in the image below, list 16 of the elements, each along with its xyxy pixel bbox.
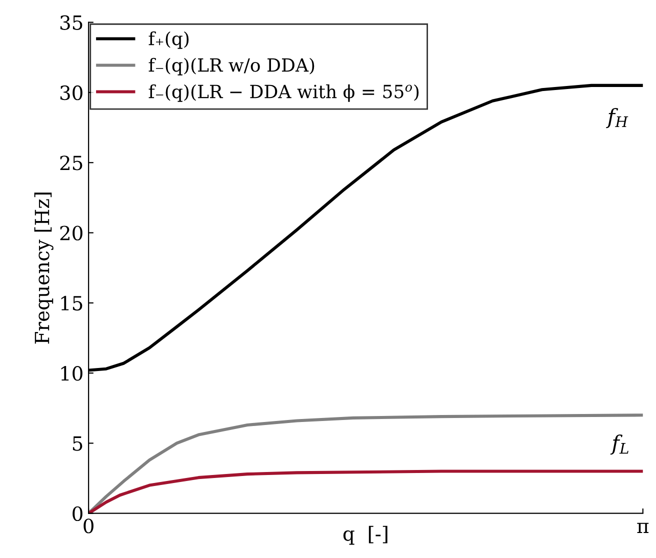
y-tick-label: 5 [72, 436, 82, 451]
x-axis-title: q [-] [343, 526, 388, 545]
y-tick-label: 30 [60, 85, 82, 100]
legend-label: f₋(q)(LR − DDA with ϕ = 55$^{o}$) [148, 84, 419, 102]
legend-label: f₊(q) [148, 31, 189, 49]
annotation: f$_{L}$ [610, 434, 628, 455]
y-tick-label: 0 [72, 506, 82, 522]
x-tick-label: π [637, 522, 649, 533]
y-tick-label: 15 [61, 296, 82, 311]
y-tick-label: 35 [60, 15, 82, 30]
legend-label: f₋(q)(LR w/o DDA) [148, 58, 314, 76]
y-axis-title: Frequency [Hz] [34, 192, 54, 344]
annotation: f$_{H}$ [606, 108, 628, 128]
y-tick-label: 20 [60, 226, 82, 240]
y-tick-label: 10 [61, 366, 82, 381]
y-tick-label: 25 [60, 156, 82, 170]
